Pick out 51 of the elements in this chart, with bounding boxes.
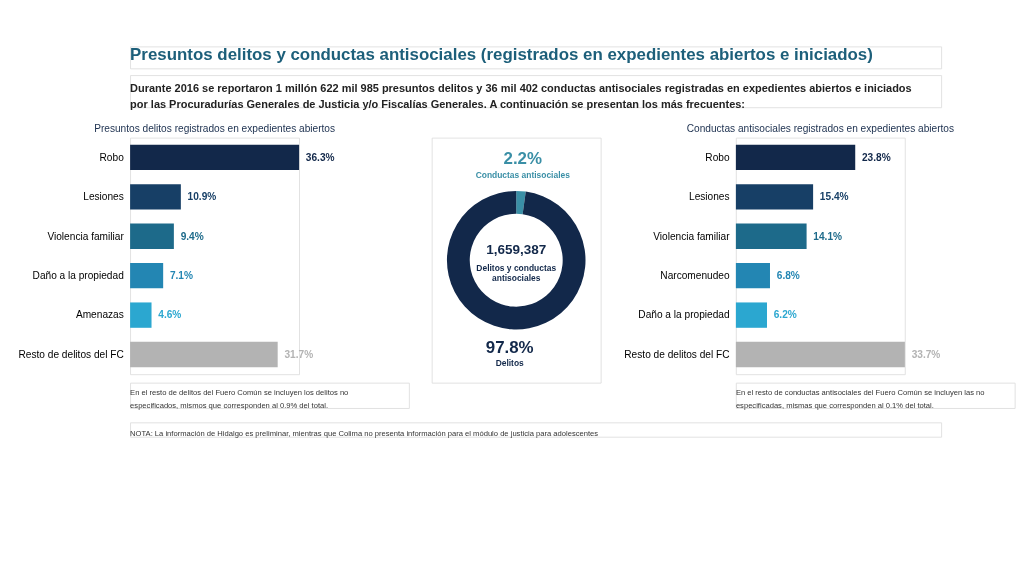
bar <box>130 223 174 249</box>
data-label: 10.9% <box>187 191 217 203</box>
bar <box>735 144 856 171</box>
y-tick-label: Daño a la propiedad <box>638 309 730 321</box>
donut-slice <box>446 190 586 330</box>
text: Durante 2016 se reportaron 1 millón 622 mil 985 presuntos delitos y 36 mil 402 conductas antisociales registradas en expedientes abiertos e iniciados por las Procuradurías Generales de Justicia y/o Fiscalías Generales. A continuación se presentan los más frecuentes: <box>130 81 912 110</box>
bar <box>735 341 905 368</box>
y-tick-label: Daño a la propiedad <box>32 270 124 282</box>
data-label: 36.3% <box>305 151 335 163</box>
y-tick-label: Narcomenudeo <box>660 270 730 282</box>
y-tick-label: Lesiones <box>689 191 730 203</box>
y-tick-label: Violencia familiar <box>47 230 125 242</box>
data-label: 7.1% <box>169 270 193 282</box>
data-label: 2.2% <box>503 149 542 169</box>
bar <box>130 302 152 328</box>
bar <box>735 184 814 210</box>
text: Presuntos delitos y conductas antisociales (registrados en expedientes abiertos e iniciados) <box>130 44 873 64</box>
bar <box>130 263 164 289</box>
text: En el resto de delitos del Fuero Común se incluyen los delitos no especificados, mismos que corresponden al 0.9% del total. <box>130 387 349 410</box>
data-label: 97.8% <box>485 337 534 357</box>
donut-slice <box>516 190 526 215</box>
data-label: 14.1% <box>813 230 843 242</box>
y-tick-label: Robo <box>99 151 125 163</box>
y-tick-label: Robo <box>705 151 730 163</box>
text: En el resto de conductas antisociales del Fuero Común se incluyen las no especificadas, mismas que corresponden al 0.1% del total. <box>735 387 985 410</box>
bar <box>735 302 767 328</box>
data-label: 4.6% <box>158 309 182 321</box>
bar <box>735 263 770 289</box>
text: NOTA: La información de Hidalgo es preliminar, mientras que Colima no presenta información para el módulo de justicia para adolescentes <box>130 428 599 438</box>
bar <box>130 144 300 171</box>
slice-label: Delitos <box>495 358 525 369</box>
y-tick-label: Lesiones <box>83 191 124 203</box>
slice-label: Conductas antisociales <box>475 169 571 180</box>
chart-title: Presuntos delitos registrados en expedientes abiertos <box>94 122 336 134</box>
y-tick-label: Amenazas <box>75 309 124 321</box>
text: Delitos y conductas antisociales <box>476 263 557 284</box>
data-label: 6.2% <box>773 309 797 321</box>
bar <box>735 223 807 249</box>
chart-title: Conductas antisociales registrados en expedientes abiertos <box>686 122 955 134</box>
data-label: 31.7% <box>284 348 314 360</box>
text: 1,659,387 <box>486 242 547 258</box>
data-label: 15.4% <box>819 191 849 203</box>
y-tick-label: Violencia familiar <box>653 230 731 242</box>
y-tick-label: Resto de delitos del FC <box>18 348 124 360</box>
data-label: 6.8% <box>776 270 800 282</box>
y-tick-label: Resto de delitos del FC <box>624 348 730 360</box>
data-label: 9.4% <box>180 230 204 242</box>
bar <box>130 184 181 210</box>
data-label: 33.7% <box>911 348 941 360</box>
data-label: 23.8% <box>861 151 891 163</box>
bar <box>130 341 278 368</box>
